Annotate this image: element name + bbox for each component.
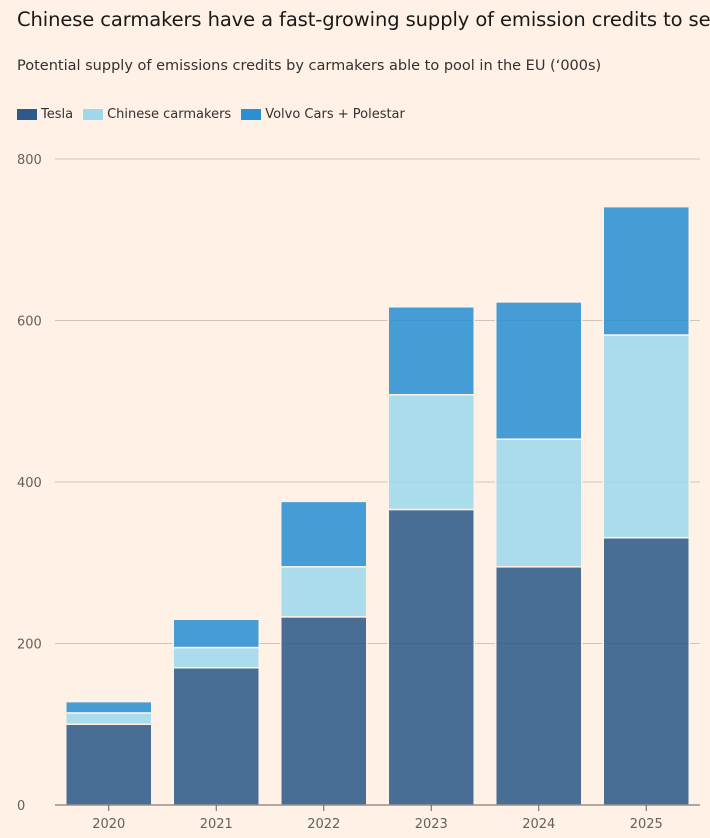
- chart-legend: Tesla Chinese carmakers Volvo Cars + Pol…: [17, 107, 415, 122]
- y-tick-label-400: 400: [17, 476, 42, 491]
- x-tick-label-2022: 2022: [307, 817, 340, 832]
- x-tick-label-2021: 2021: [200, 817, 233, 832]
- bar-volvo-cars-polestar-2023: [387, 306, 475, 396]
- bar-chinese-carmakers-2022: [280, 566, 368, 618]
- bar-tesla-2021: [172, 666, 260, 806]
- legend-swatch-chinese-carmakers: [83, 109, 104, 120]
- bar-volvo-cars-polestar-2025: [602, 205, 690, 336]
- bar-volvo-cars-polestar-2021: [172, 618, 260, 649]
- bar-tesla-2020: [65, 723, 153, 806]
- x-tick-label-2020: 2020: [92, 817, 125, 832]
- chart-subtitle: Potential supply of emissions credits by…: [17, 58, 602, 74]
- y-tick-label-200: 200: [17, 638, 42, 653]
- bar-tesla-2025: [602, 536, 690, 806]
- bar-volvo-cars-polestar-2024: [495, 301, 583, 440]
- legend-item-tesla: Tesla: [17, 107, 73, 122]
- bar-chinese-carmakers-2024: [495, 438, 583, 568]
- bar-chinese-carmakers-2021: [172, 646, 260, 669]
- legend-item-volvo-polestar: Volvo Cars + Polestar: [241, 107, 405, 122]
- legend-label-volvo-polestar: Volvo Cars + Polestar: [265, 107, 405, 122]
- bar-volvo-cars-polestar-2022: [280, 500, 368, 568]
- bar-volvo-cars-polestar-2020: [65, 700, 153, 714]
- bar-tesla-2023: [387, 508, 475, 806]
- y-tick-label-600: 600: [17, 315, 42, 330]
- bar-tesla-2024: [495, 566, 583, 806]
- x-tick-label-2025: 2025: [630, 817, 663, 832]
- legend-label-chinese-carmakers: Chinese carmakers: [107, 107, 232, 122]
- y-tick-label-0: 0: [17, 799, 25, 814]
- y-tick-label-800: 800: [17, 153, 42, 168]
- legend-swatch-volvo-polestar: [241, 109, 262, 120]
- legend-label-tesla: Tesla: [41, 107, 74, 122]
- x-tick-label-2024: 2024: [522, 817, 555, 832]
- x-tick-label-2023: 2023: [415, 817, 448, 832]
- legend-item-chinese-carmakers: Chinese carmakers: [83, 107, 231, 122]
- bar-chinese-carmakers-2023: [387, 394, 475, 511]
- bar-tesla-2022: [280, 616, 368, 806]
- chart-title: Chinese carmakers have a fast-growing su…: [17, 8, 710, 31]
- bar-chinese-carmakers-2020: [65, 712, 153, 726]
- bar-chinese-carmakers-2025: [602, 334, 690, 539]
- legend-swatch-tesla: [17, 109, 37, 120]
